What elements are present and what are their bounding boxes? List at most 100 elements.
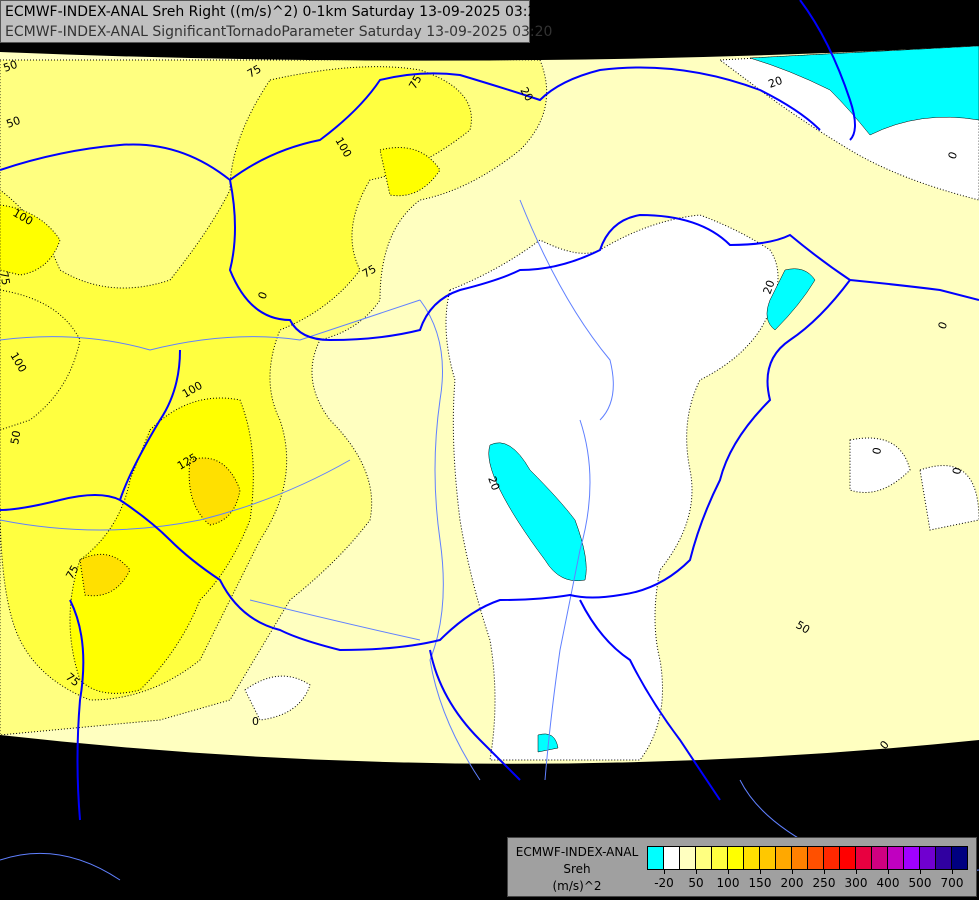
river — [419, 299, 481, 781]
legend-swatch — [936, 847, 952, 869]
country-border — [229, 66, 821, 181]
contour-label: 75 — [406, 73, 424, 92]
country-border — [799, 0, 856, 141]
contour-label: 75 — [245, 62, 264, 80]
color-legend: ECMWF-INDEX-ANAL Sreh (m/s)^2 -20 50 100 15… — [507, 837, 977, 897]
legend-swatch — [728, 847, 744, 869]
contour-label: 0 — [256, 290, 271, 301]
legend-tick-label: 500 — [908, 876, 932, 890]
contour-label: 75 — [63, 563, 81, 582]
sreh-below-20-region — [445, 214, 779, 761]
legend-swatch — [696, 847, 712, 869]
river — [249, 599, 421, 641]
legend-tick — [920, 869, 921, 874]
river — [0, 299, 421, 351]
country-border — [119, 349, 181, 501]
contour-label: 50 — [5, 114, 23, 131]
contour-label: 50 — [8, 429, 23, 445]
legend-tick-label: 400 — [876, 876, 900, 890]
legend-swatch — [888, 847, 904, 869]
legend-swatch — [744, 847, 760, 869]
legend-tick-label: 200 — [780, 876, 804, 890]
legend-swatch — [808, 847, 824, 869]
legend-swatch — [952, 847, 967, 869]
contour-label: 75 — [360, 262, 379, 280]
sreh-below-20-region — [919, 465, 979, 531]
contour-label: 0 — [946, 150, 961, 161]
legend-model: ECMWF-INDEX-ANAL — [515, 845, 639, 859]
legend-tick — [696, 869, 697, 874]
legend-swatch — [920, 847, 936, 869]
river — [0, 459, 351, 531]
legend-tick — [728, 869, 729, 874]
legend-tick-label: 300 — [844, 876, 868, 890]
legend-tick-label: 150 — [748, 876, 772, 890]
contour-label: 0 — [870, 446, 884, 455]
sreh-125-150-region — [188, 457, 241, 526]
sreh-125-150-region — [79, 553, 131, 597]
legend-color-bar — [647, 846, 968, 870]
legend-swatch — [840, 847, 856, 869]
legend-tick-label: 50 — [688, 876, 704, 890]
legend-tick — [856, 869, 857, 874]
river — [0, 852, 121, 881]
country-border — [69, 599, 85, 821]
map-title-box: ECMWF-INDEX-ANAL Sreh Right ((m/s)^2) 0-… — [0, 0, 553, 43]
river — [544, 419, 591, 781]
contour-labels: 5050757575202001001007510001005012520750… — [0, 58, 964, 752]
sreh-below-minus20-region — [488, 442, 587, 582]
contour-label: 50 — [794, 618, 813, 636]
rivers — [0, 199, 979, 881]
legend-swatch — [824, 847, 840, 869]
country-border — [0, 279, 851, 652]
legend-tick — [824, 869, 825, 874]
title-line-sreh: ECMWF-INDEX-ANAL Sreh Right ((m/s)^2) 0-… — [5, 4, 546, 20]
legend-swatch — [776, 847, 792, 869]
legend-tick — [888, 869, 889, 874]
sreh-100-125-region — [0, 204, 61, 276]
country-borders — [0, 0, 979, 821]
sreh-below-20-region — [849, 437, 911, 493]
legend-swatch — [680, 847, 696, 869]
contour-label: 75 — [0, 270, 12, 286]
legend-tick-label: -20 — [654, 876, 674, 890]
legend-variable: Sreh — [563, 862, 591, 876]
legend-swatch — [648, 847, 664, 869]
sreh-below-minus20-region — [766, 268, 816, 331]
contour-label: 0 — [252, 715, 259, 728]
contour-label: 20 — [517, 85, 535, 104]
legend-tick — [760, 869, 761, 874]
river — [519, 199, 614, 421]
legend-tick — [952, 869, 953, 874]
legend-unit: (m/s)^2 — [552, 879, 602, 893]
legend-swatch — [792, 847, 808, 869]
legend-tick-label: 700 — [940, 876, 964, 890]
legend-tick-label: 100 — [716, 876, 740, 890]
legend-swatch — [856, 847, 872, 869]
country-border — [429, 649, 521, 781]
contour-label: 0 — [950, 466, 964, 475]
contour-label: 20 — [485, 475, 502, 493]
legend-label: ECMWF-INDEX-ANAL Sreh (m/s)^2 — [512, 844, 642, 895]
legend-swatch — [904, 847, 920, 869]
legend-tick-label: 250 — [812, 876, 836, 890]
legend-swatch — [872, 847, 888, 869]
country-border — [579, 599, 721, 801]
country-border — [0, 143, 979, 342]
sreh-75-100-region — [0, 289, 81, 431]
contour-label: 20 — [767, 74, 785, 91]
contour-label: 0 — [936, 320, 951, 331]
legend-swatch — [760, 847, 776, 869]
contour-label: 20 — [761, 278, 778, 296]
sreh-100-125-region — [379, 147, 441, 197]
legend-swatch — [712, 847, 728, 869]
title-line-stp: ECMWF-INDEX-ANAL SignificantTornadoParam… — [5, 24, 553, 40]
sreh-below-minus20-region — [749, 46, 979, 136]
sreh-below-20-region — [244, 675, 311, 721]
contour-label: 50 — [2, 58, 20, 75]
legend-tick — [664, 869, 665, 874]
legend-tick — [792, 869, 793, 874]
